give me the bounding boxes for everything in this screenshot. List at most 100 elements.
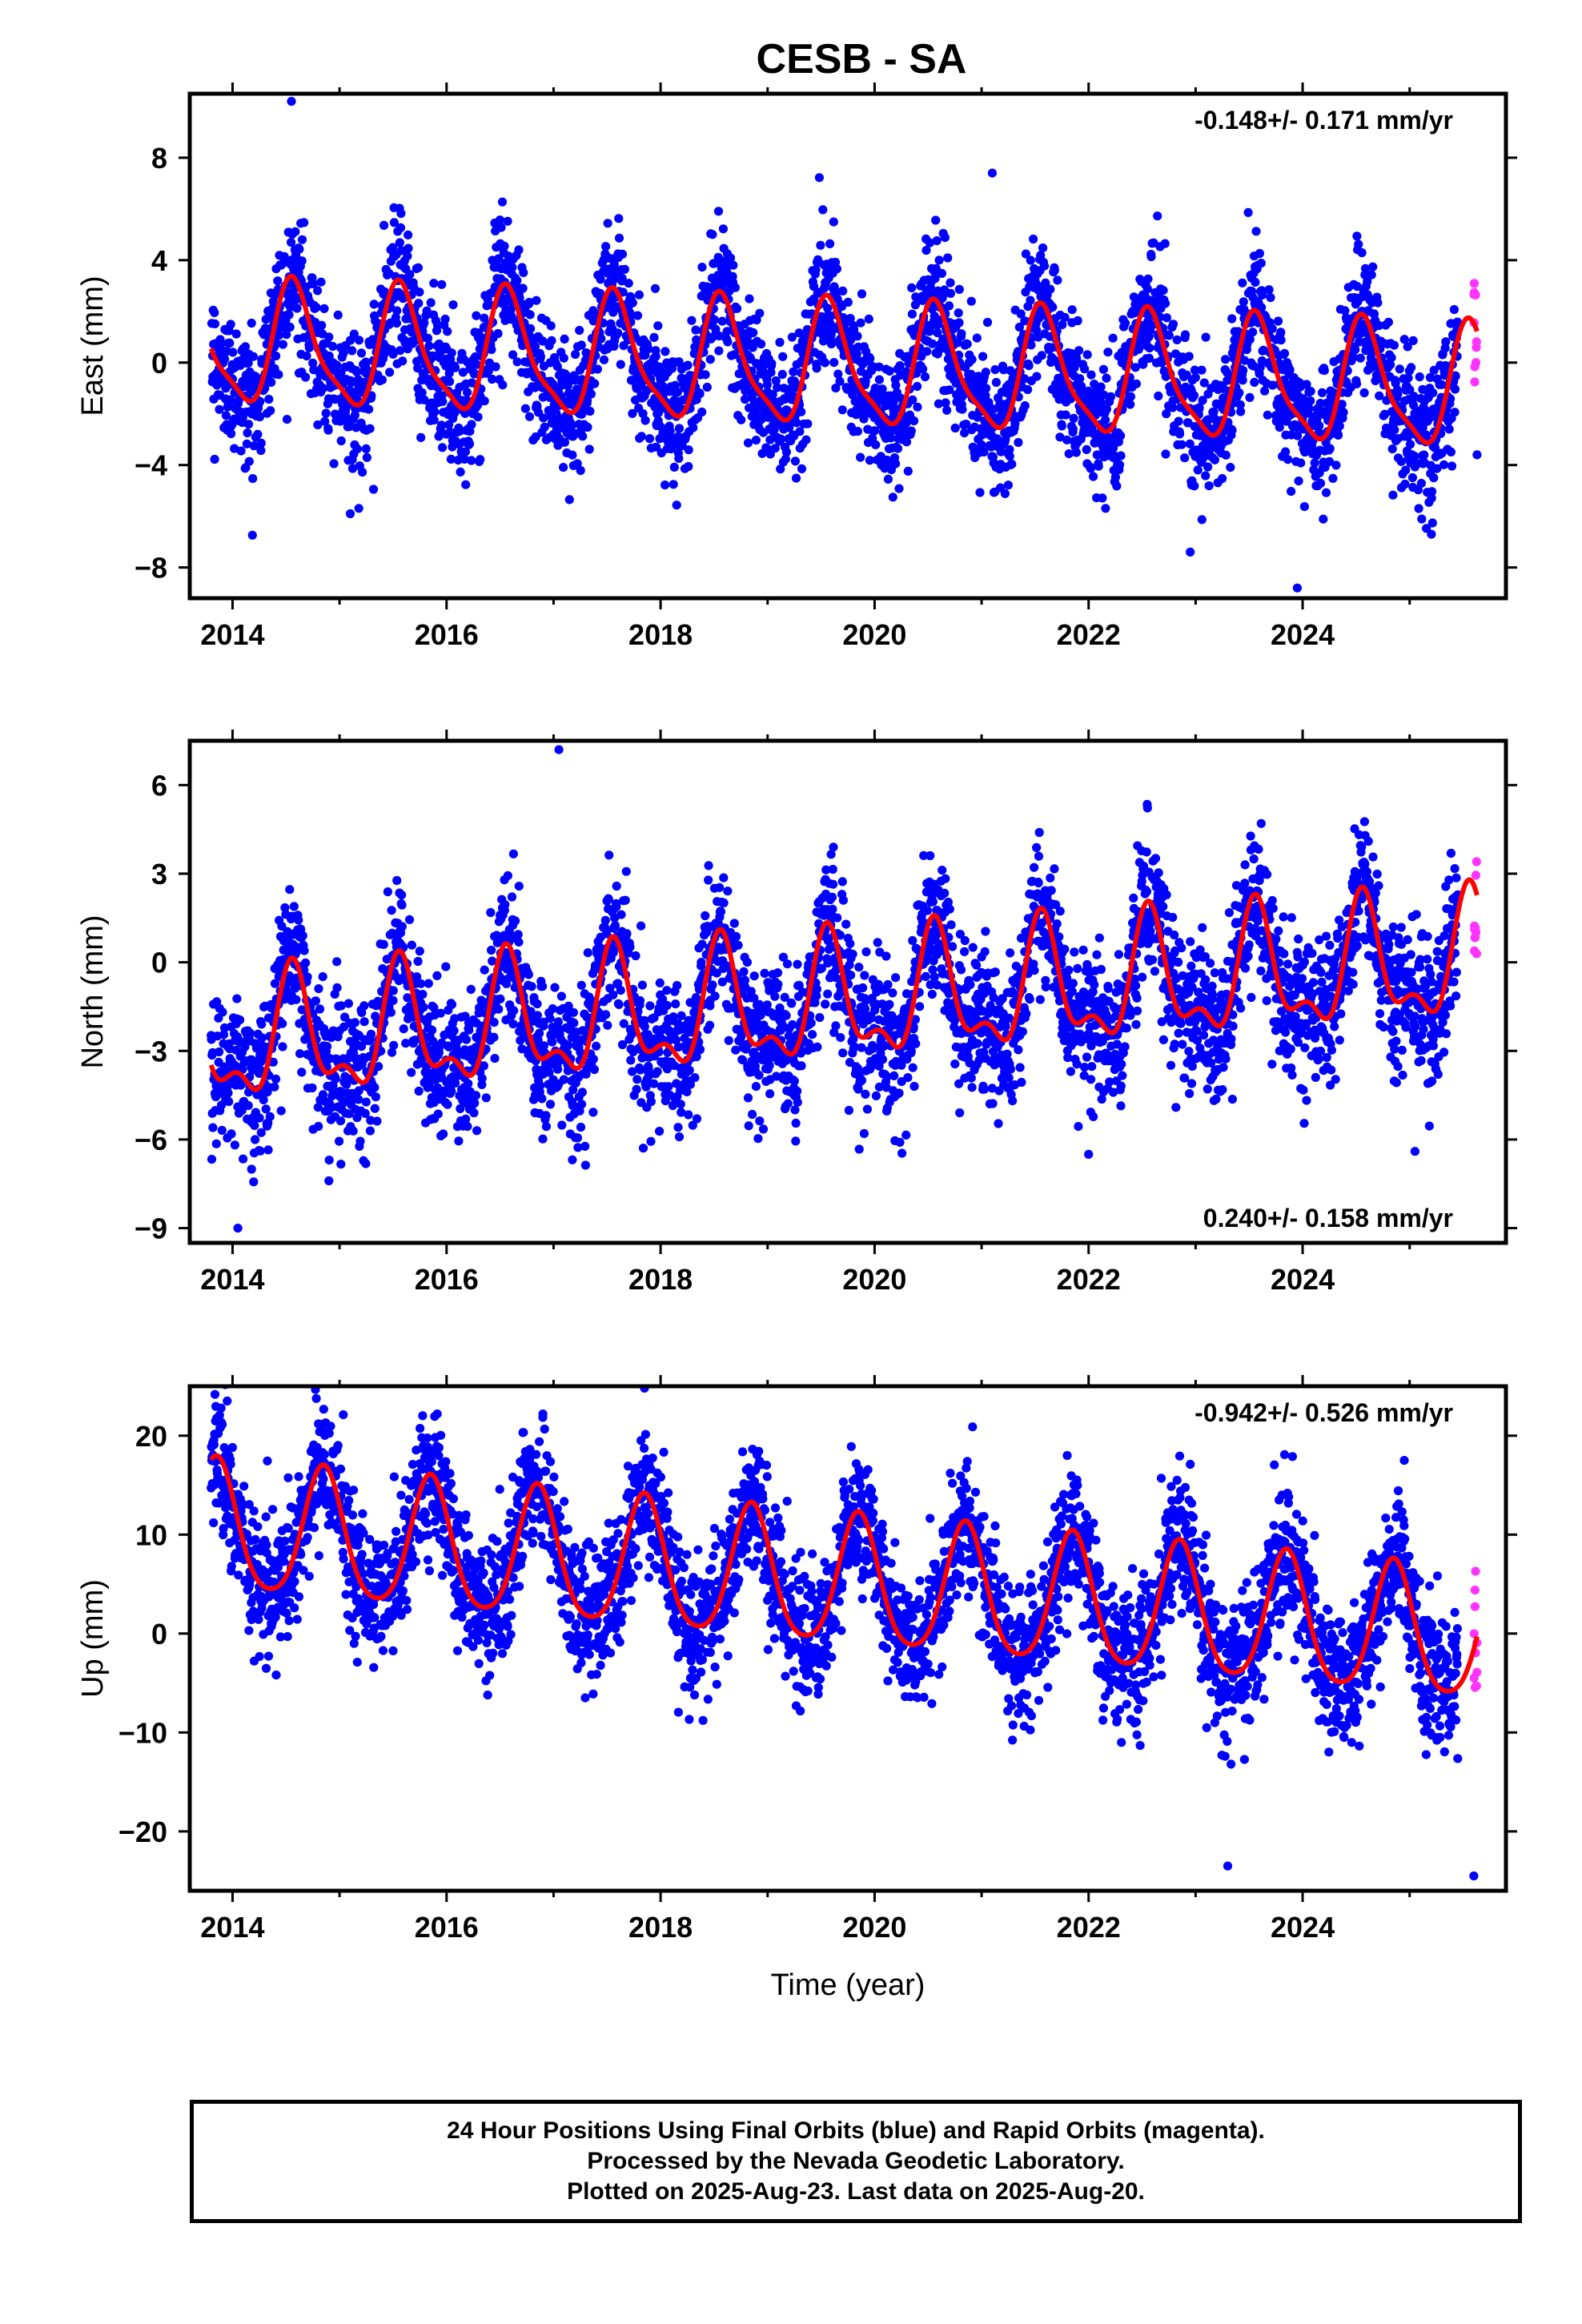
final-point <box>689 423 698 432</box>
final-point <box>790 456 801 466</box>
final-point <box>257 1033 267 1043</box>
final-point <box>210 454 219 464</box>
final-point <box>1201 332 1211 342</box>
final-point <box>853 332 862 341</box>
final-point <box>415 287 424 297</box>
final-point <box>928 303 938 312</box>
final-point <box>885 366 894 376</box>
final-point <box>1243 207 1253 217</box>
final-point <box>701 370 710 380</box>
final-point <box>1239 366 1248 376</box>
final-point <box>496 994 505 1003</box>
final-point <box>507 892 517 902</box>
final-point <box>1287 487 1296 497</box>
final-point <box>1276 336 1286 345</box>
final-point <box>577 1088 588 1097</box>
final-point <box>708 230 717 239</box>
final-point <box>1197 365 1207 375</box>
final-point <box>1429 473 1439 483</box>
final-point <box>418 990 428 999</box>
x-tick-label: 2024 <box>1271 618 1335 651</box>
final-point <box>1427 487 1437 497</box>
final-point <box>274 370 283 380</box>
final-point <box>1450 408 1460 417</box>
final-point <box>907 283 917 292</box>
final-point <box>388 995 398 1005</box>
final-point <box>548 379 558 389</box>
final-point <box>1168 320 1178 329</box>
final-point <box>1360 263 1371 273</box>
final-point <box>548 1004 558 1014</box>
final-point <box>536 352 546 361</box>
rapid-point <box>1470 377 1480 387</box>
final-point <box>496 223 506 232</box>
final-point <box>1367 270 1376 279</box>
final-point <box>568 1007 579 1017</box>
final-point <box>503 216 512 226</box>
final-point <box>1014 437 1023 448</box>
final-point <box>1306 396 1315 406</box>
final-point <box>674 453 684 464</box>
final-point <box>596 275 605 284</box>
final-point <box>801 435 811 444</box>
final-point <box>295 244 304 254</box>
final-point <box>347 464 358 473</box>
final-point <box>852 349 861 359</box>
final-point <box>773 383 782 392</box>
final-point <box>1333 430 1343 440</box>
final-point <box>909 416 919 426</box>
final-point <box>333 310 343 320</box>
final-point <box>245 1028 255 1038</box>
final-point <box>255 1113 264 1123</box>
outlier-point <box>1292 583 1302 593</box>
final-point <box>981 368 990 377</box>
final-point <box>1335 421 1344 431</box>
final-point <box>1221 450 1231 460</box>
final-point <box>487 344 496 355</box>
final-point <box>531 432 540 442</box>
final-point <box>443 327 452 336</box>
final-point <box>665 426 675 436</box>
final-point <box>1354 239 1363 249</box>
final-point <box>1236 407 1246 416</box>
final-point <box>303 972 312 982</box>
final-point <box>870 426 880 436</box>
final-point <box>958 404 967 414</box>
final-point <box>524 412 535 421</box>
final-point <box>365 1126 375 1136</box>
final-point <box>907 309 917 319</box>
final-point <box>674 424 685 433</box>
final-point <box>1014 322 1024 332</box>
final-point <box>1352 231 1362 241</box>
final-point <box>536 1081 545 1091</box>
final-point <box>775 337 785 348</box>
final-point <box>1116 451 1126 460</box>
final-point <box>1315 399 1325 408</box>
final-point <box>590 379 600 388</box>
final-point <box>481 1093 491 1103</box>
final-point <box>1005 444 1014 455</box>
final-point <box>781 447 792 457</box>
final-point <box>650 283 661 293</box>
final-point <box>456 467 465 477</box>
final-point <box>943 253 953 263</box>
final-point <box>1005 452 1014 461</box>
final-point <box>352 367 362 376</box>
final-point <box>888 493 897 502</box>
final-point <box>1441 337 1451 347</box>
final-point <box>1026 255 1035 265</box>
final-point <box>628 408 637 418</box>
final-point <box>1089 472 1098 481</box>
final-point <box>287 238 296 247</box>
final-point <box>1299 502 1309 512</box>
final-point <box>449 1026 459 1035</box>
final-point <box>559 353 568 363</box>
final-point <box>447 999 457 1009</box>
final-point <box>276 1106 286 1116</box>
final-point <box>370 1104 379 1113</box>
final-point <box>1195 403 1204 412</box>
final-point <box>232 994 242 1003</box>
final-point <box>255 396 265 406</box>
final-point <box>1174 416 1183 426</box>
